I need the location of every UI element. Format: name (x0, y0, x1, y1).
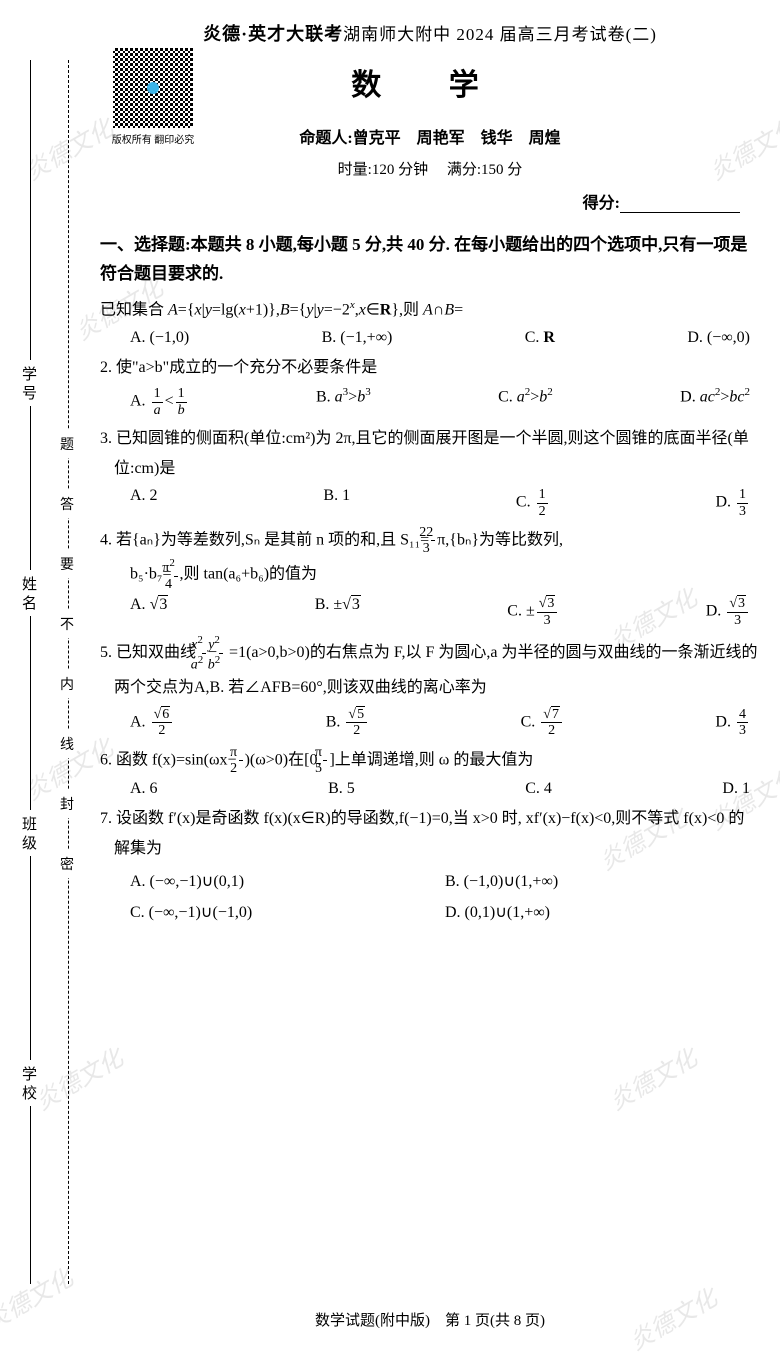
q3-C: C. 12 (516, 487, 550, 519)
seal-char: 不 (60, 610, 74, 638)
q4-C: C. ±√33 (507, 596, 559, 628)
q6-pre: 6. 函数 f(x)=sin(ωx− (100, 751, 237, 768)
sidebar-label-class: 班 级 (18, 810, 39, 856)
q3-B: B. 1 (323, 487, 350, 519)
q3-A: A. 2 (130, 487, 158, 519)
time-value: 120 分钟 (372, 162, 428, 178)
authors: 曾克平 周艳军 钱华 周煌 (353, 130, 561, 147)
q6-choices: A. 6 B. 5 C. 4 D. 1 (100, 780, 760, 798)
q3-D-pre: D. (715, 494, 735, 511)
q1-B: B. (−1,+∞) (322, 329, 393, 347)
timing-line: 时量:120 分钟 满分:150 分 (100, 158, 760, 179)
full-label: 满分: (447, 162, 481, 178)
q5-B-pre: B. (326, 713, 345, 730)
time-label: 时量: (338, 162, 372, 178)
q2-choices: A. 1a<1b B. a3>b3 C. a2>b2 D. ac2>bc2 (100, 386, 760, 418)
sidebar-label-school: 学 校 (18, 1060, 39, 1106)
seal-char: 内 (60, 670, 74, 698)
score-blank[interactable] (620, 212, 740, 213)
score-label: 得分: (583, 195, 620, 212)
seal-char: 答 (60, 490, 74, 518)
q4-B: B. ±√3 (315, 596, 361, 628)
q4-D: D. √33 (706, 596, 750, 628)
q5-A: A. √62 (130, 707, 174, 739)
question-7: 7. 设函数 f′(x)是奇函数 f(x)(x∈R)的导函数,f(−1)=0,当… (100, 804, 760, 863)
qr-block: 版权所有 翻印必究 (108, 48, 198, 146)
q3-C-pre: C. (516, 494, 535, 511)
q1-D: D. (−∞,0) (687, 329, 750, 347)
question-2: 2. 使"a>b"成立的一个充分不必要条件是 (100, 353, 760, 383)
q4-post: ,则 tan(a₆+b₆)的值为 (180, 565, 318, 582)
q6-D: D. 1 (722, 780, 750, 798)
q3-choices: A. 2 B. 1 C. 12 D. 13 (100, 487, 760, 519)
qr-code-icon (113, 48, 193, 128)
q5-A-pre: A. (130, 713, 150, 730)
q2-D: D. ac2>bc2 (680, 386, 750, 418)
q4-C-pre: C. ± (507, 603, 534, 620)
q6-A: A. 6 (130, 780, 158, 798)
exam-header: 炎德·英才大联考湖南师大附中 2024 届高三月考试卷(二) (100, 20, 760, 46)
authors-line: 命题人:曾克平 周艳军 钱华 周煌 (100, 124, 760, 148)
q1-C: C. R (525, 329, 555, 347)
question-5: 5. 已知双曲线 x2a2−y2b2 =1(a>0,b>0)的右焦点为 F,以 … (100, 634, 760, 703)
question-6: 6. 函数 f(x)=sin(ωx−π2)(ω>0)在[0,π5]上单调递增,则… (100, 745, 760, 777)
q7-A: A. (−∞,−1)∪(0,1) (130, 867, 445, 897)
q4-choices: A. √3 B. ±√3 C. ±√33 D. √33 (100, 596, 760, 628)
q1-choices: A. (−1,0) B. (−1,+∞) C. R D. (−∞,0) (100, 329, 760, 347)
subject-title: 数 学 (100, 60, 760, 104)
q5-C: C. √72 (521, 707, 564, 739)
qr-caption: 版权所有 翻印必究 (108, 131, 198, 146)
q7-choices: A. (−∞,−1)∪(0,1) B. (−1,0)∪(1,+∞) C. (−∞… (100, 867, 760, 928)
q7-D: D. (0,1)∪(1,+∞) (445, 898, 760, 928)
question-3: 3. 已知圆锥的侧面积(单位:cm²)为 2π,且它的侧面展开图是一个半圆,则这… (100, 424, 760, 483)
seal-char: 密 (60, 850, 74, 878)
seal-char: 封 (60, 790, 74, 818)
q5-D-pre: D. (715, 713, 735, 730)
q4-A: A. √3 (130, 596, 168, 628)
watermark: 炎德文化 (602, 1038, 703, 1116)
qr-logo-dot (147, 82, 159, 94)
q5-choices: A. √62 B. √52 C. √72 D. 43 (100, 707, 760, 739)
q4-D-pre: D. (706, 603, 726, 620)
page-content: 炎德·英才大联考湖南师大附中 2024 届高三月考试卷(二) 版权所有 翻印必究… (100, 20, 760, 934)
exam-name: 湖南师大附中 2024 届高三月考试卷(二) (343, 25, 657, 44)
section-1-heading: 一、选择题:本题共 8 小题,每小题 5 分,共 40 分. 在每小题给出的四个… (100, 231, 760, 289)
q1-A: A. (−1,0) (130, 329, 189, 347)
q6-C: C. 4 (525, 780, 552, 798)
seal-char: 要 (60, 550, 74, 578)
question-1: 已知集合 A={x|y=lg(x+1)},B={y|y=−2x,x∈R},则 A… (100, 295, 760, 325)
q5-C-pre: C. (521, 713, 540, 730)
exam-brand: 炎德·英才大联考 (203, 24, 343, 44)
q4-mid: π,{bₙ}为等比数列, (437, 532, 563, 549)
q6-post: ]上单调递增,则 ω 的最大值为 (329, 751, 533, 768)
q6-mid: )(ω>0)在[0, (245, 751, 322, 768)
q2-B: B. a3>b3 (316, 386, 371, 418)
authors-label: 命题人: (299, 130, 352, 147)
q4-pre: 4. 若{aₙ}为等差数列,Sₙ 是其前 n 项的和,且 S₁₁= (100, 532, 429, 549)
q4-A-pre: A. (130, 596, 150, 613)
q7-B: B. (−1,0)∪(1,+∞) (445, 867, 760, 897)
q2-A: A. 1a<1b (130, 386, 189, 418)
q5-B: B. √52 (326, 707, 369, 739)
page-footer: 数学试题(附中版) 第 1 页(共 8 页) (100, 1309, 760, 1330)
binding-sidebar: 学 号 姓 名 班 级 学 校 题 答 要 不 内 线 封 密 (0, 0, 95, 1344)
seal-char: 题 (60, 430, 74, 458)
question-4: 4. 若{aₙ}为等差数列,Sₙ 是其前 n 项的和,且 S₁₁=223π,{b… (100, 525, 760, 592)
sidebar-label-id: 学 号 (18, 360, 39, 406)
score-line: 得分: (100, 189, 760, 213)
q6-B: B. 5 (328, 780, 355, 798)
q5-D: D. 43 (715, 707, 750, 739)
full-value: 150 分 (481, 162, 522, 178)
seal-char: 线 (60, 730, 74, 758)
q2-A-pre: A. (130, 393, 150, 410)
q2-C: C. a2>b2 (498, 386, 553, 418)
q5-pre: 5. 已知双曲线 (100, 644, 200, 661)
q4-B-pre: B. ± (315, 596, 342, 613)
q3-D: D. 13 (715, 487, 750, 519)
sidebar-label-name: 姓 名 (18, 570, 39, 616)
q7-C: C. (−∞,−1)∪(−1,0) (130, 898, 445, 928)
